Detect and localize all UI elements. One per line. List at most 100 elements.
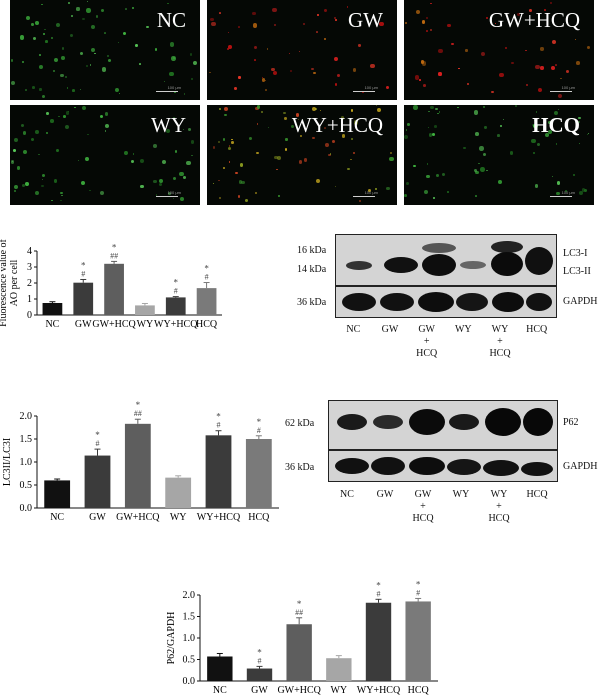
bar (245, 439, 272, 508)
bar (286, 624, 312, 681)
y-tick-label: 1.5 (20, 434, 33, 445)
p62-blot-image (328, 400, 558, 450)
lane-label: + (420, 501, 426, 512)
micrograph-wy: WY 100 μm (10, 105, 200, 205)
scale-bar (550, 196, 572, 197)
bar (42, 303, 63, 315)
significance-hash: ## (110, 251, 118, 260)
significance-star: * (204, 264, 209, 274)
y-tick-label: 2.0 (20, 411, 33, 422)
lane-label: WY (452, 489, 470, 500)
x-tick-label: NC (213, 685, 227, 696)
significance-hash: # (81, 269, 85, 278)
lane-label: + (497, 336, 503, 347)
y-tick-label: 3 (27, 262, 32, 273)
y-axis-label: P62/GAPDH (166, 612, 177, 665)
x-tick-label: HCQ (196, 319, 218, 330)
y-tick-label: 1.5 (183, 612, 196, 623)
significance-hash: ## (295, 608, 303, 617)
micrograph-label: WY (151, 113, 186, 137)
bar (104, 263, 124, 315)
lc3-ratio-chart: 0.00.51.01.52.0LC3II/LC3INC#*GW##*GW+HCQ… (2, 400, 279, 523)
scale-bar-label: 100 μm (561, 85, 575, 90)
micrograph-gw-hcq: GW+HCQ 100 μm (404, 0, 594, 100)
band-label: P62 (563, 417, 579, 428)
bar (207, 656, 233, 681)
y-tick-label: 2.0 (183, 590, 196, 601)
scale-bar-label: 100 μm (364, 85, 378, 90)
band-label: LC3-I (563, 248, 588, 259)
lane-label: HCQ (489, 348, 511, 359)
x-tick-label: NC (45, 319, 59, 330)
scale-bar-label: 100 μm (167, 85, 181, 90)
y-tick-label: 0.5 (20, 480, 33, 491)
lane-label: HCQ (416, 348, 438, 359)
significance-star: * (95, 430, 100, 440)
lc3-blot-image (335, 234, 557, 286)
x-tick-label: HCQ (248, 512, 270, 523)
significance-star: * (112, 242, 117, 252)
lane-label: + (423, 336, 430, 347)
y-tick-label: 4 (27, 246, 32, 257)
y-tick-label: 0.5 (183, 655, 196, 666)
y-tick-label: 0 (27, 310, 32, 321)
micrograph-gw: GW 100 μm (207, 0, 397, 100)
lane-label: HCQ (526, 324, 548, 335)
bar (165, 297, 186, 315)
significance-star: * (136, 400, 141, 410)
bar (44, 480, 71, 508)
lane-label: NC (340, 489, 354, 500)
x-tick-label: GW (89, 512, 106, 523)
lane-label: WY (491, 324, 509, 335)
scale-bar (156, 196, 178, 197)
significance-hash: # (416, 588, 420, 597)
lane-label: HCQ (526, 489, 548, 500)
marker-label: 62 kDa (285, 418, 315, 429)
bar (365, 602, 392, 681)
bar (165, 477, 192, 508)
lane-label: NC (346, 324, 361, 335)
x-tick-label: WY (170, 512, 187, 523)
bar (205, 435, 232, 508)
x-tick-label: WY+HCQ (197, 512, 241, 523)
marker-label: 16 kDa (297, 245, 327, 256)
scale-bar-label: 100 μm (364, 190, 378, 195)
bar (196, 288, 217, 315)
significance-hash: # (257, 426, 261, 435)
bar (84, 455, 111, 508)
significance-hash: # (377, 589, 381, 598)
significance-star: * (257, 647, 262, 657)
significance-hash: # (96, 439, 100, 448)
significance-star: * (416, 579, 421, 589)
lane-label: GW (414, 489, 432, 500)
y-tick-label: 0.0 (183, 676, 196, 687)
lane-label: WY (490, 489, 508, 500)
significance-hash: ## (134, 409, 142, 418)
scale-bar-label: 100 μm (167, 190, 181, 195)
marker-label: 14 kDa (297, 264, 327, 275)
micrograph-label: HCQ (532, 113, 580, 137)
x-tick-label: GW+HCQ (277, 685, 321, 696)
significance-hash: # (205, 273, 209, 282)
y-tick-label: 1 (27, 294, 32, 305)
micrograph-label: WY+HCQ (291, 113, 383, 137)
x-tick-label: NC (50, 512, 64, 523)
gapdh-blot-image (335, 286, 557, 318)
scale-bar (353, 91, 375, 92)
lane-label: WY (454, 324, 472, 335)
x-tick-label: GW (75, 319, 92, 330)
significance-star: * (174, 278, 179, 288)
x-tick-label: WY (137, 319, 154, 330)
y-axis-label: LC3II/LC3I (2, 438, 13, 486)
ao-fluorescence-chart: 0 1 2 3 4 Fluorescence value ofAO per cell NC #… (0, 238, 222, 330)
micrograph-label: NC (156, 8, 186, 32)
significance-star: * (81, 260, 86, 270)
micrograph-hcq: HCQ 100 μm (404, 105, 594, 205)
band-label: LC3-II (563, 266, 591, 277)
y-tick-label: 0.0 (20, 503, 33, 514)
marker-label: 36 kDa (285, 462, 315, 473)
bar (326, 658, 352, 681)
micrograph-wy-hcq: WY+HCQ 100 μm (207, 105, 397, 205)
band-label: GAPDH (563, 296, 598, 307)
